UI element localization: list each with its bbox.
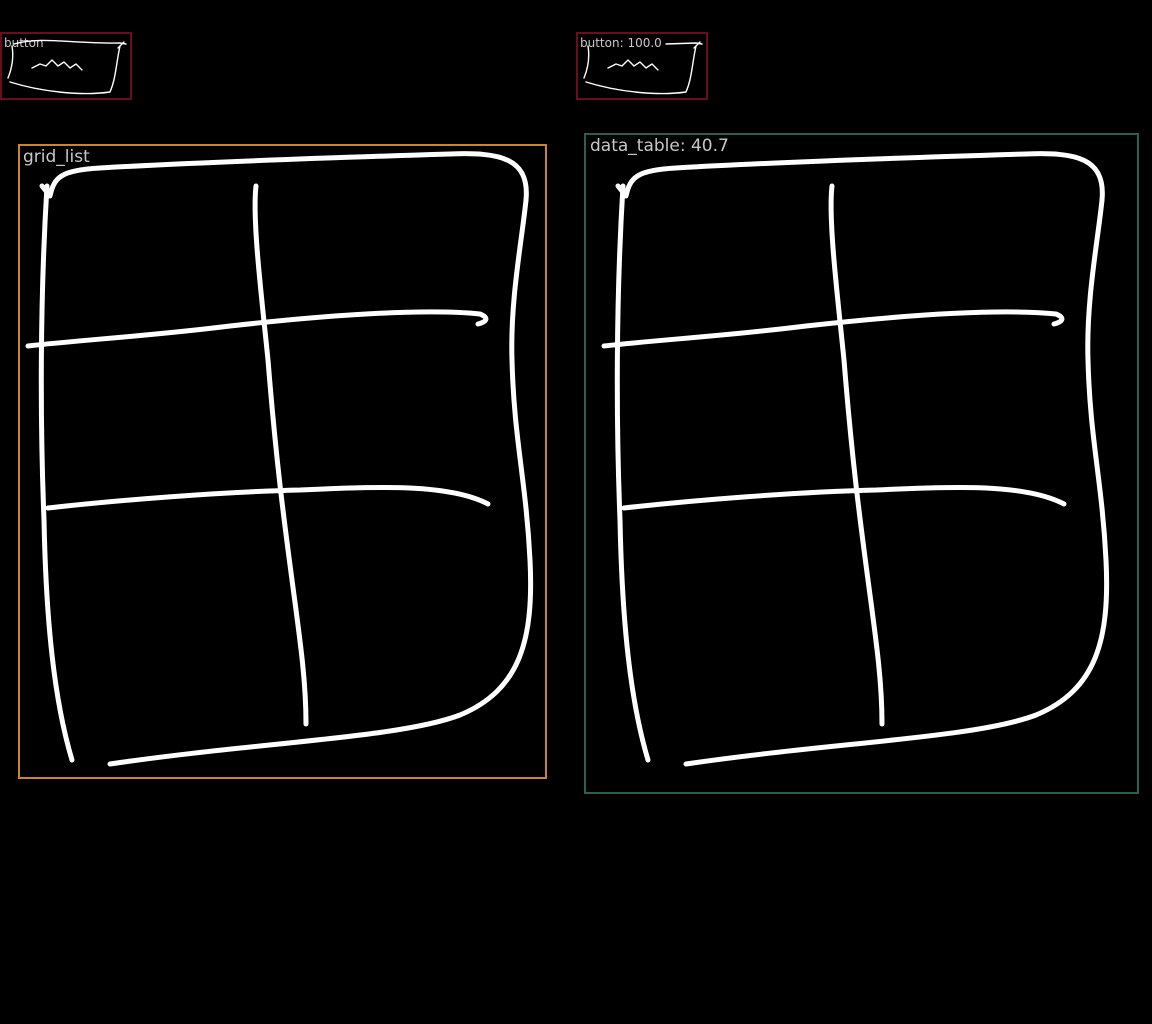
button-sketch-scribble: [31, 59, 83, 71]
table-sketch-outer-right: [683, 197, 1110, 767]
button-detection-label-right: button: 100.0: [580, 36, 662, 50]
table-sketch-outer-left: [614, 183, 651, 763]
grid-list-detection-label: grid_list: [23, 147, 90, 167]
grid-list-detection-box[interactable]: grid_list: [18, 144, 547, 779]
button-detection-box-left[interactable]: button: [0, 32, 132, 100]
button-sketch-left: [7, 39, 127, 95]
grid-sketch-divider-vertical: [252, 183, 309, 727]
button-sketch-scribble: [607, 59, 659, 71]
table-sketch-divider-h1: [601, 309, 1065, 349]
button-sketch-right: [583, 41, 703, 95]
data-table-detection-box[interactable]: data_table: 40.7: [584, 133, 1139, 794]
grid-sketch-divider-h1: [25, 309, 489, 349]
grid-sketch-divider-h2: [45, 484, 491, 511]
button-detection-label-left: button: [4, 36, 44, 50]
data-table-detection-label: data_table: 40.7: [590, 136, 729, 156]
table-sketch-divider-vertical: [828, 183, 885, 727]
table-sketch-outer-top: [615, 151, 1105, 203]
table-sketch-divider-h2: [621, 484, 1067, 511]
button-sketch-outline: [583, 41, 703, 95]
button-sketch-outline: [7, 39, 127, 95]
grid-sketch-outer-right: [107, 197, 534, 767]
grid-sketch-outer-top: [39, 151, 529, 203]
grid-sketch-outer-left: [38, 183, 75, 763]
button-detection-box-right[interactable]: button: 100.0: [576, 32, 708, 100]
